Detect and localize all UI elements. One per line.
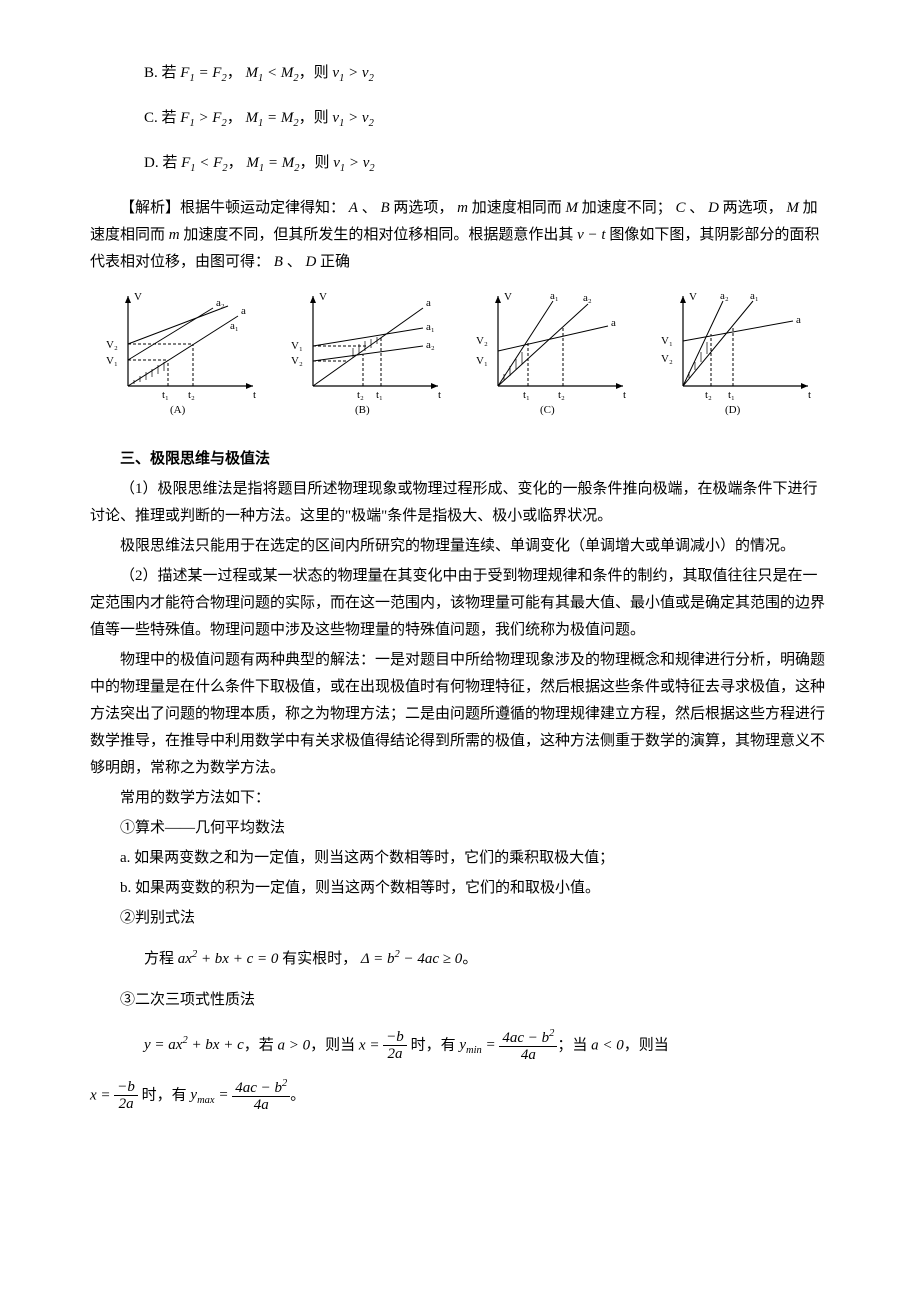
option-c: C. 若 F1 > F2， M1 = M2，则 v1 > v2 (144, 105, 830, 134)
svg-text:t₁: t₁ (523, 389, 530, 401)
analysis-label: 【解析】 (120, 200, 180, 216)
option-d: D. 若 F1 < F2， M1 = M2，则 v1 > v2 (144, 150, 830, 179)
svg-text:t: t (623, 389, 626, 401)
svg-text:t₁: t₁ (376, 389, 383, 401)
option-b: B. 若 F1 = F2， M1 < M2，则 v1 > v2 (144, 60, 830, 89)
method3-equation-1: y = ax2 + bx + c，若 a > 0，则当 x = −b2a 时，有… (144, 1028, 830, 1064)
svg-text:a₂: a₂ (426, 339, 435, 351)
svg-text:t₂: t₂ (705, 389, 712, 401)
method3-equation-2: x = −b2a 时，有 ymax = 4ac − b24a。 (90, 1078, 830, 1114)
svg-text:V₁: V₁ (661, 335, 673, 347)
analysis-paragraph: 【解析】根据牛顿运动定律得知： A 、 B 两选项， m 加速度相同而 M 加速… (90, 195, 830, 276)
svg-text:t₁: t₁ (728, 389, 735, 401)
svg-text:V: V (689, 291, 697, 303)
svg-text:V₂: V₂ (476, 335, 488, 347)
section3-p3: （2）描述某一过程或某一状态的物理量在其变化中由于受到物理规律和条件的制约，其取… (90, 563, 830, 644)
graph-d: V t a₂ a₁ a V₁ V₂ t₁ t₂ (D) (653, 286, 823, 426)
svg-text:V₁: V₁ (476, 355, 488, 367)
svg-text:t: t (253, 389, 256, 401)
svg-text:a₁: a₁ (426, 321, 435, 333)
svg-text:V: V (504, 291, 512, 303)
svg-text:V₂: V₂ (661, 353, 673, 365)
svg-text:(B): (B) (355, 404, 370, 416)
svg-text:a: a (426, 297, 431, 309)
graph-a: V t a a₂ a₁ (98, 286, 268, 426)
section3-p2: 极限思维法只能用于在选定的区间内所研究的物理量连续、单调变化（单调增大或单调减小… (90, 533, 830, 560)
svg-text:(D): (D) (725, 404, 741, 416)
svg-text:(A): (A) (170, 404, 186, 416)
svg-text:a₁: a₁ (750, 290, 759, 302)
svg-text:V: V (134, 291, 142, 303)
svg-text:V₁: V₁ (291, 340, 303, 352)
svg-text:t: t (808, 389, 811, 401)
svg-text:t₂: t₂ (357, 389, 364, 401)
svg-text:a₂: a₂ (583, 292, 592, 304)
svg-text:V₁: V₁ (106, 355, 118, 367)
svg-text:a₁: a₁ (550, 290, 559, 302)
svg-text:t₁: t₁ (162, 389, 169, 401)
svg-text:(C): (C) (540, 404, 555, 416)
svg-text:V₂: V₂ (291, 355, 303, 367)
svg-text:a₂: a₂ (720, 290, 729, 302)
section3-p1: （1）极限思维法是指将题目所述物理现象或物理过程形成、变化的一般条件推向极端，在… (90, 476, 830, 530)
svg-text:a₁: a₁ (230, 320, 239, 332)
svg-text:t₂: t₂ (188, 389, 195, 401)
svg-text:a: a (611, 317, 616, 329)
method3-title: ③二次三项式性质法 (90, 987, 830, 1014)
svg-text:V₂: V₂ (106, 339, 118, 351)
graph-b: V t a a₁ a₂ V₁ V₂ (283, 286, 453, 426)
svg-text:V: V (319, 291, 327, 303)
section3-heading: 三、极限思维与极值法 (90, 446, 830, 473)
method1-b: b. 如果两变数的积为一定值，则当这两个数相等时，它们的和取极小值。 (90, 875, 830, 902)
section3-p5: 常用的数学方法如下： (90, 785, 830, 812)
method2-equation: 方程 ax2 + bx + c = 0 有实根时， Δ = b2 − 4ac ≥… (144, 946, 830, 973)
svg-text:t: t (438, 389, 441, 401)
svg-text:a: a (241, 305, 246, 317)
graphs-row: V t a a₂ a₁ (90, 286, 830, 426)
svg-text:t₂: t₂ (558, 389, 565, 401)
method2-title: ②判别式法 (90, 905, 830, 932)
svg-text:a₂: a₂ (216, 297, 225, 309)
section3-p4: 物理中的极值问题有两种典型的解法：一是对题目中所给物理现象涉及的物理概念和规律进… (90, 647, 830, 782)
method1-a: a. 如果两变数之和为一定值，则当这两个数相等时，它们的乘积取极大值； (90, 845, 830, 872)
svg-text:a: a (796, 314, 801, 326)
graph-c: V t a₁ a₂ a V₂ V₁ t₁ t₂ (C (468, 286, 638, 426)
method1-title: ①算术——几何平均数法 (90, 815, 830, 842)
